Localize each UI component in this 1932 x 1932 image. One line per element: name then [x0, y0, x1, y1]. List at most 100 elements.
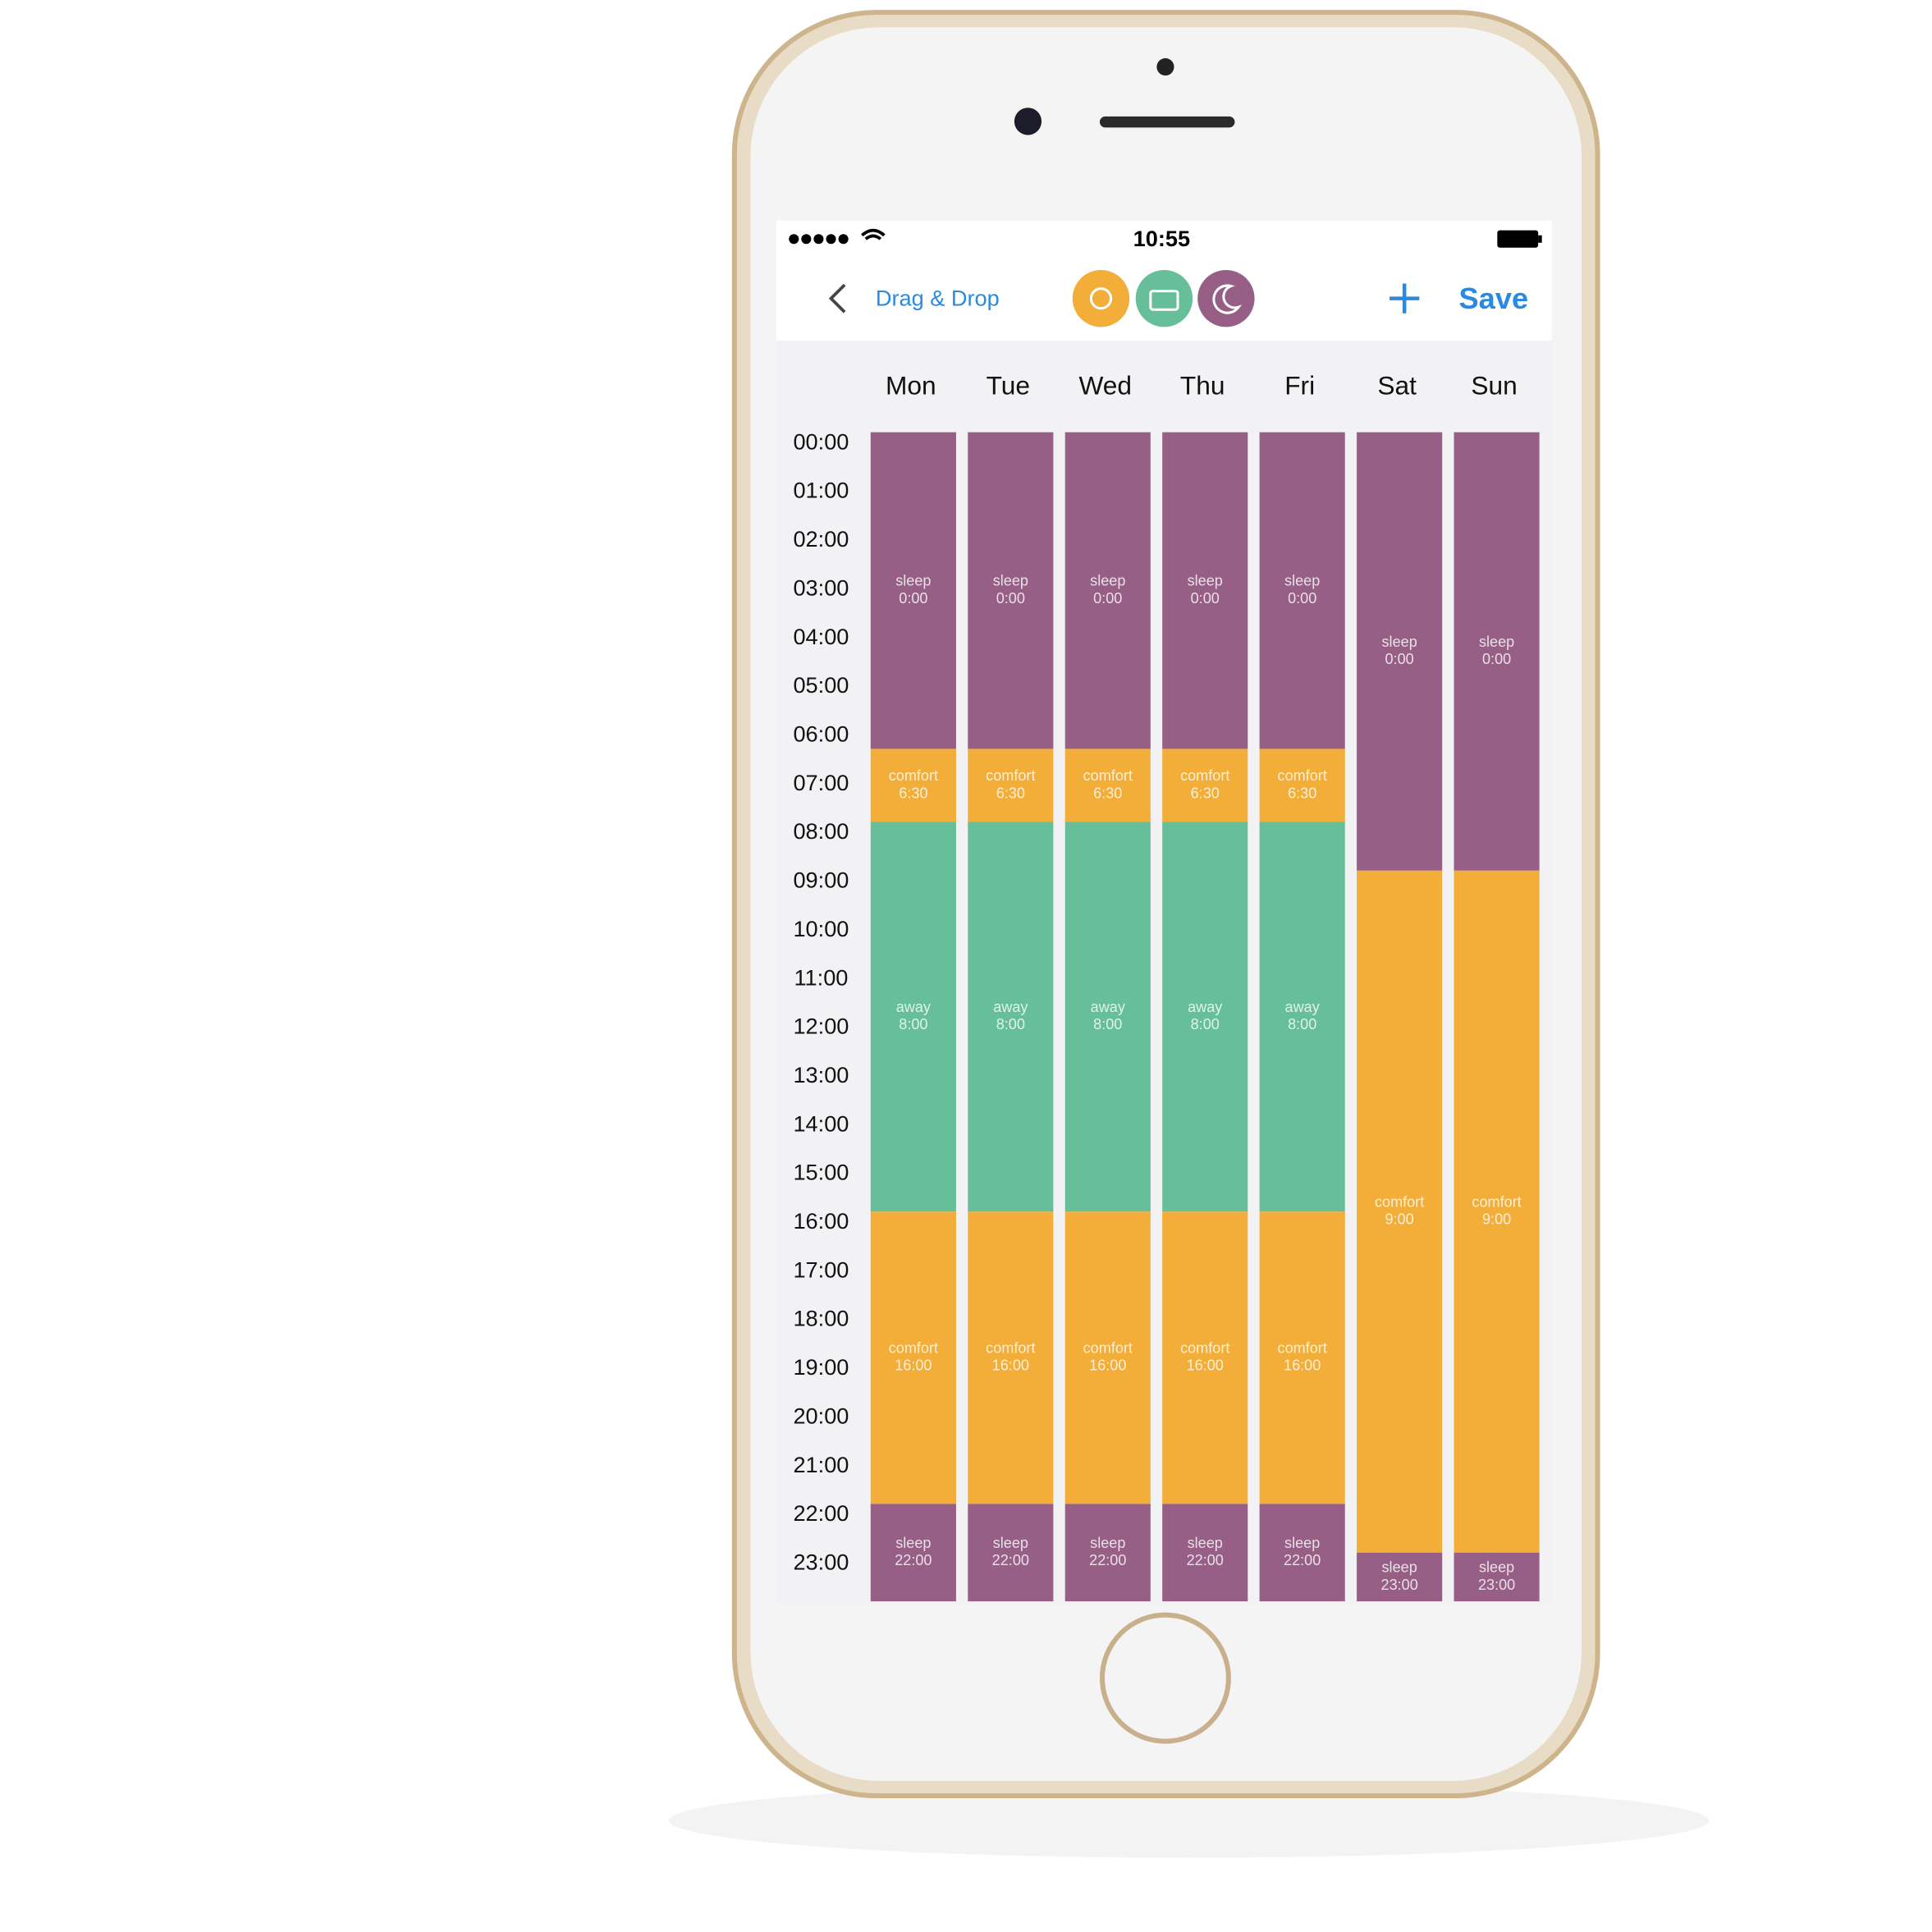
block-start: 22:00: [895, 1552, 932, 1568]
day-label: Sun: [1471, 371, 1517, 401]
block-mode: sleep: [1090, 1535, 1125, 1551]
hour-label: 02:00: [793, 526, 849, 552]
shadow: [668, 1783, 1710, 1858]
block-fill: [870, 749, 956, 822]
battery: [1497, 230, 1539, 248]
block-fill: [1162, 822, 1248, 1212]
hour-label: 17:00: [793, 1257, 849, 1282]
add-button[interactable]: [1389, 283, 1420, 314]
briefcase-glyph: [1149, 290, 1179, 311]
battery-tip: [1538, 235, 1542, 243]
block-fill: [1162, 1504, 1248, 1602]
block-fill: [1357, 432, 1443, 871]
block-fill: [1162, 749, 1248, 822]
hour-label: 05:00: [793, 672, 849, 698]
block-fill: [1259, 822, 1345, 1212]
hour-label: 12:00: [793, 1014, 849, 1039]
signal-dot: [838, 234, 849, 245]
block-start: 23:00: [1478, 1577, 1515, 1593]
block-fill: [968, 1504, 1054, 1602]
block-mode: sleep: [1284, 1535, 1320, 1551]
block-fill: [968, 822, 1054, 1212]
block-fill: [1064, 1211, 1151, 1504]
block-fill: [1259, 1211, 1345, 1504]
block-mode: away: [1091, 999, 1126, 1015]
block-fill: [1064, 822, 1151, 1212]
block-fill: [870, 1504, 956, 1602]
block-mode: sleep: [1479, 1559, 1514, 1576]
block-start: 9:00: [1482, 1211, 1511, 1228]
block-start: 16:00: [1187, 1357, 1224, 1374]
home-button[interactable]: [1099, 1612, 1231, 1744]
hour-label: 03:00: [793, 575, 849, 600]
sun-glyph: [1089, 287, 1113, 310]
sleep-mode-icon[interactable]: [1197, 269, 1255, 327]
block-fill: [1162, 432, 1248, 749]
block-start: 6:30: [1288, 785, 1316, 801]
day-label: Wed: [1078, 371, 1132, 401]
signal-dot: [789, 234, 799, 245]
signal-dot: [826, 234, 836, 245]
block-mode: comfort: [889, 1340, 938, 1357]
block-start: 8:00: [1191, 1016, 1220, 1032]
save-button[interactable]: Save: [1459, 282, 1529, 315]
comfort-mode-icon[interactable]: [1072, 269, 1130, 327]
block-start: 6:30: [1191, 785, 1220, 801]
block-start: 22:00: [992, 1552, 1029, 1568]
back-button[interactable]: Drag & Drop: [876, 285, 1000, 310]
block-mode: sleep: [993, 1535, 1028, 1551]
block-fill: [1454, 1552, 1540, 1602]
hour-label: 01:00: [793, 478, 849, 503]
away-mode-icon[interactable]: [1135, 269, 1193, 327]
schedule-grid: Mon Tue Wed Thu Fri Sat Sun 00:00 01:00 02:00 03:0…: [793, 371, 1540, 1602]
block-start: 8:00: [1093, 1016, 1122, 1032]
back-chevron[interactable]: [828, 283, 846, 314]
hour-label: 07:00: [793, 770, 849, 795]
hour-label: 11:00: [794, 964, 848, 990]
block-mode: comfort: [1472, 1193, 1521, 1210]
hour-label: 19:00: [793, 1354, 849, 1380]
hour-label: 18:00: [793, 1306, 849, 1331]
block-mode: comfort: [986, 1340, 1035, 1357]
block-start: 0:00: [1288, 590, 1316, 607]
block-start: 16:00: [895, 1357, 932, 1374]
block-start: 9:00: [1385, 1211, 1414, 1228]
signal: [789, 234, 849, 245]
hour-label: 09:00: [793, 868, 849, 893]
block-mode: comfort: [889, 767, 938, 784]
block-start: 22:00: [1284, 1552, 1321, 1568]
block-start: 0:00: [1482, 651, 1511, 667]
